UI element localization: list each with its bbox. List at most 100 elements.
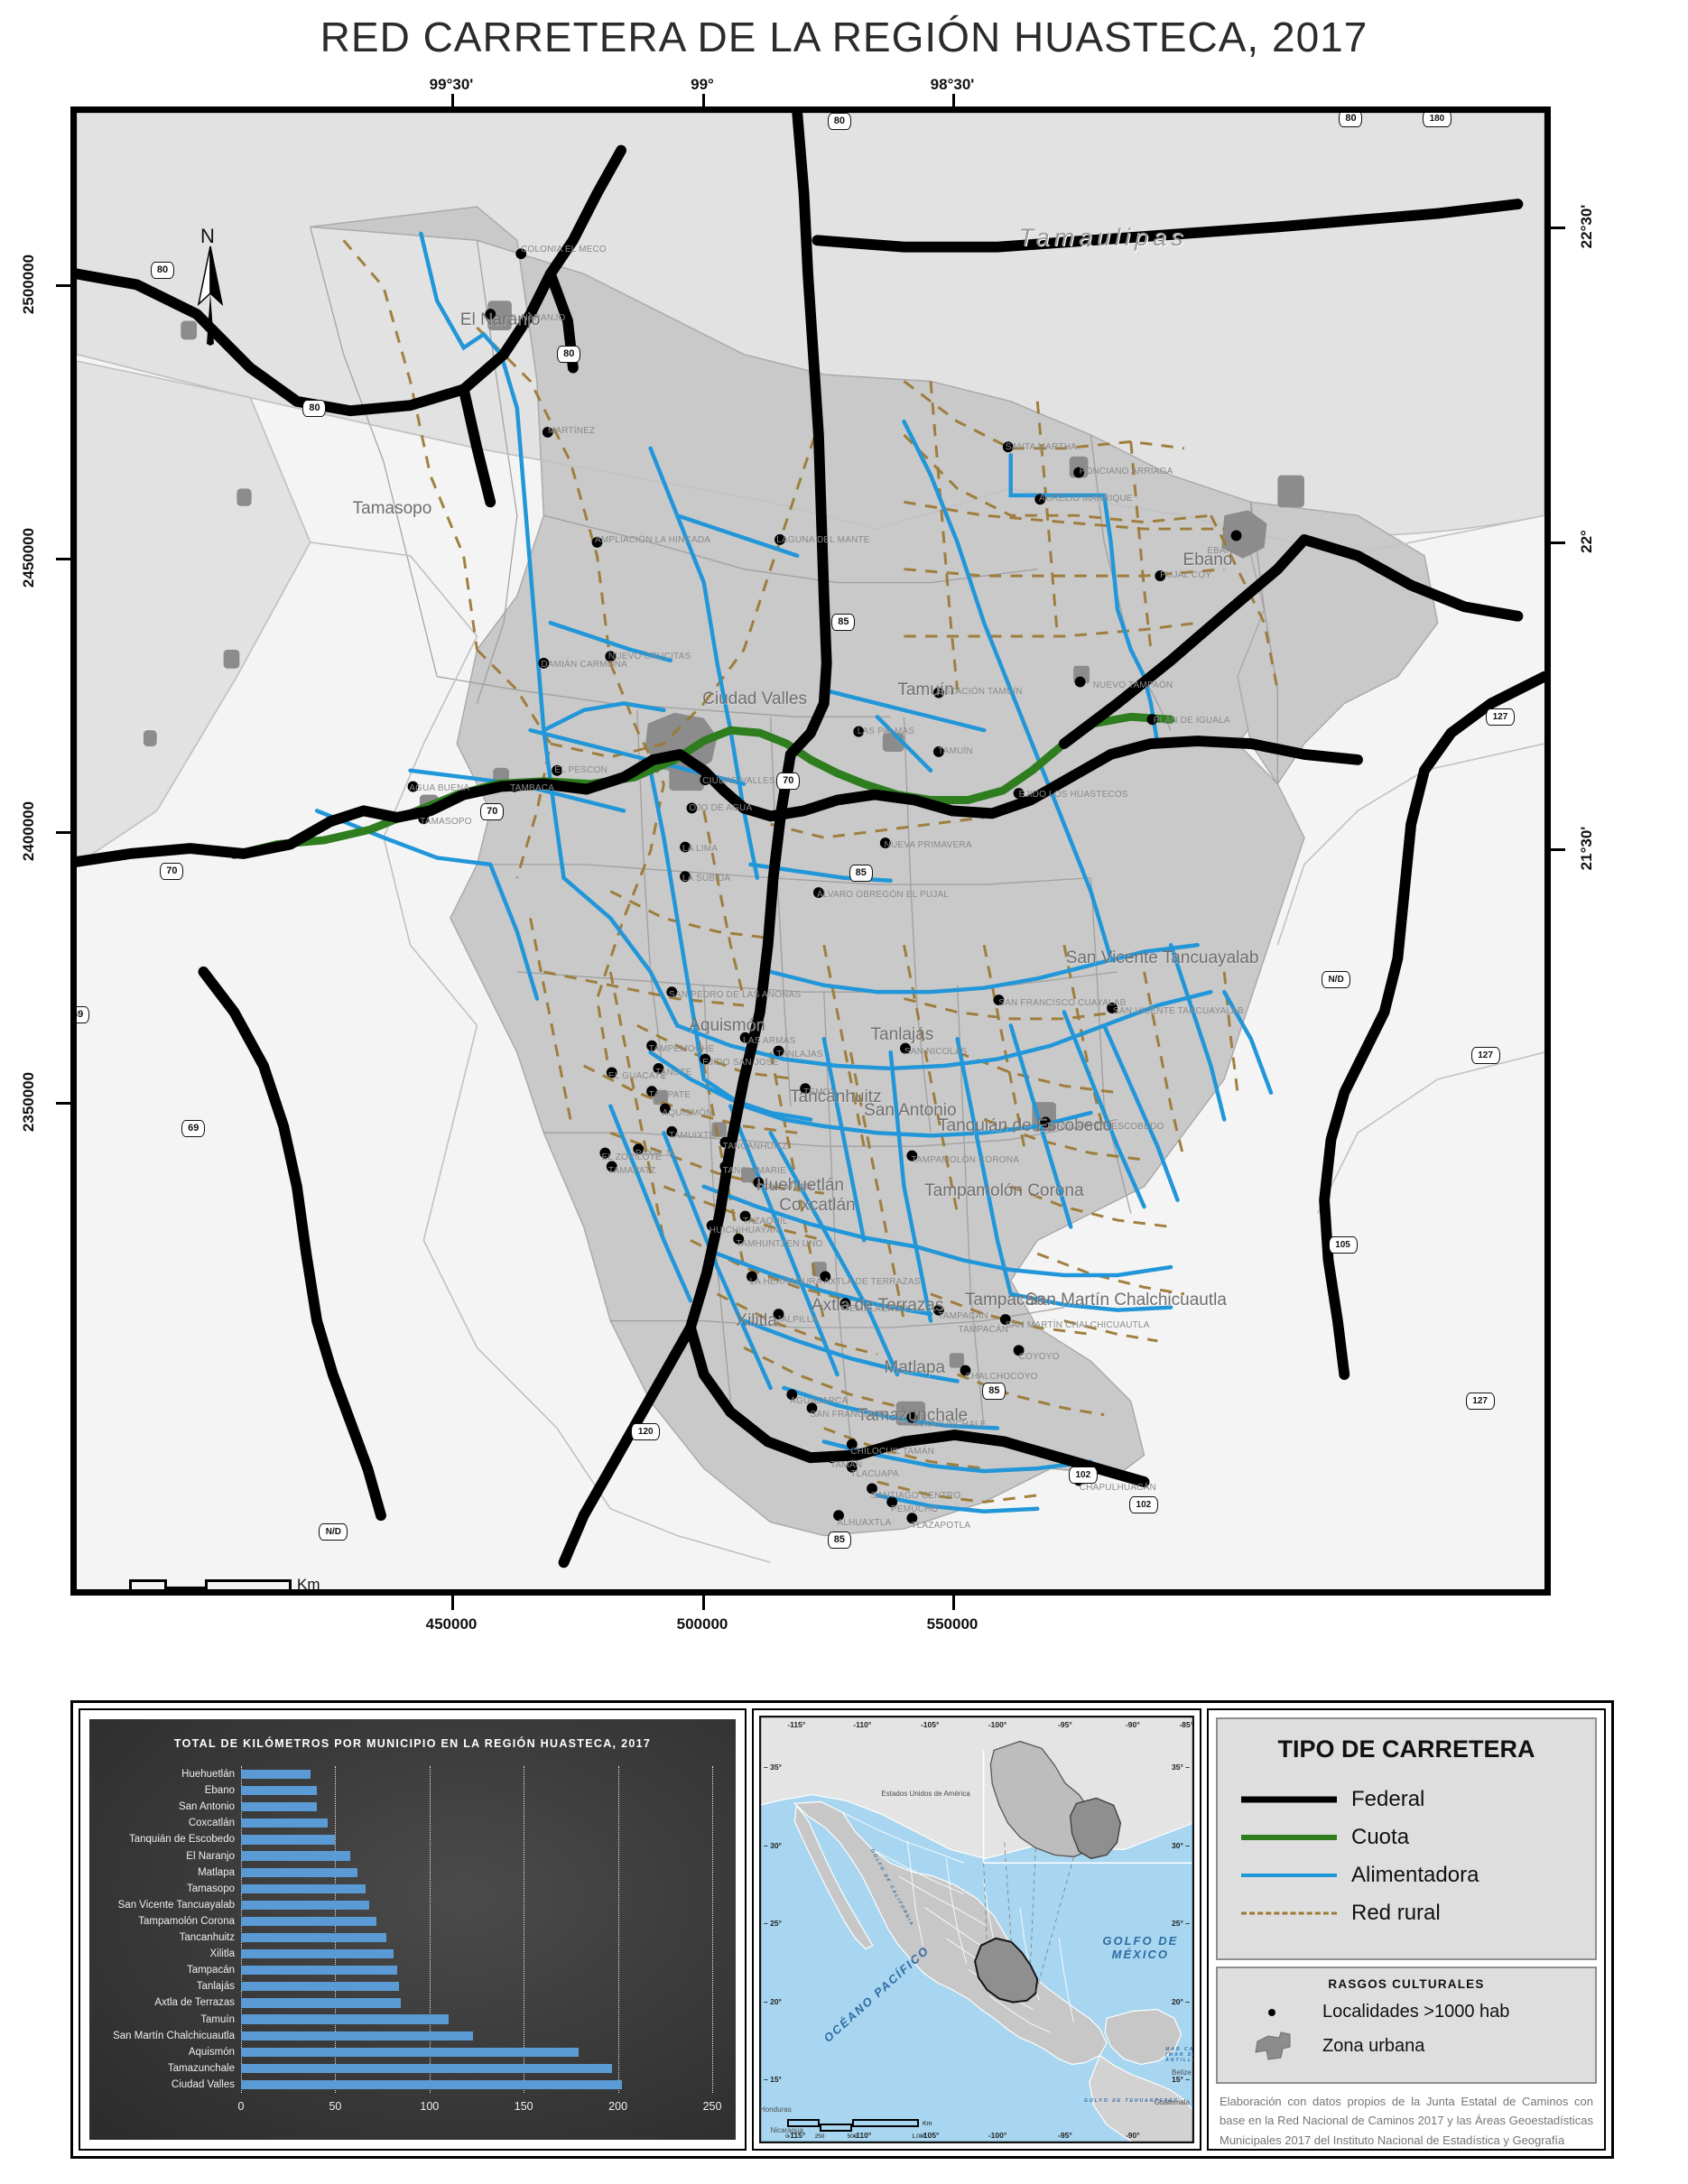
route-shield: 85 [849,864,873,882]
legend-label: Federal [1351,1787,1425,1811]
axis-label-left: 2500000 [20,254,37,315]
chart-bar-row[interactable]: Huehuetlán [181,1769,712,1780]
chart-bar[interactable] [241,1966,398,1976]
map-canvas [77,113,1544,1589]
axis-tick [56,1102,70,1105]
chart-bar[interactable] [241,2031,473,2041]
locator-inset-map[interactable]: Estados Unidos de América Guatemala Belize… [752,1708,1201,2151]
chart-category-label: Coxcatlán [188,1818,235,1829]
chart-bar[interactable] [241,2014,449,2024]
route-shield: 70 [480,803,505,820]
chart-bar[interactable] [241,1835,336,1845]
chart-category-label: Tancanhuitz [179,1932,235,1944]
locality-label: JALPILLA [776,1315,819,1325]
legend-label: Zona urbana [1322,2035,1425,2056]
chart-category-label: San Vicente Tancuayalab [117,1899,235,1911]
locality-label: TEMOY [803,1087,837,1097]
chart-bar[interactable] [241,1916,377,1926]
chart-bar[interactable] [241,1932,386,1943]
route-shield: 127 [1470,1047,1500,1064]
chart-bar[interactable] [241,2063,613,2073]
chart-bar[interactable] [241,1818,329,1828]
route-shield: N/D [1322,971,1351,988]
chart-plot-area: 0 50 100 150 200 250 Huehuetlán Ebano San Antoni… [113,1766,721,2113]
chart-bar-row[interactable]: Xilitla [210,1948,712,1959]
chart-bar[interactable] [241,1851,351,1861]
chart-bar[interactable] [241,1998,402,2008]
chart-bar[interactable] [241,1900,369,1910]
chart-bar-row[interactable]: El Naranjo [186,1851,712,1862]
locality-label: TANUTE [655,1067,692,1078]
chart-bar-row[interactable]: Tamuín [200,2014,712,2025]
chart-bar-row[interactable]: Matlapa [198,1867,712,1878]
chart-bar-row[interactable]: San Martín Chalchicuautla [113,2031,712,2041]
locality-label: TAMPACÁN [938,1310,988,1321]
locality-label: EJIDO LOS HUASTECOS [1018,790,1128,800]
chart-category-label: Tamazunchale [167,2062,235,2074]
inset-axis-right: 25° – [1172,1919,1190,1929]
chart-bar[interactable] [241,1802,317,1812]
inset-sea-label: GOLFO DE TEHUANTEPEC [1084,2097,1180,2104]
chart-bar[interactable] [241,1867,358,1877]
chart-bar-row[interactable]: Tamazunchale [168,2063,712,2074]
chart-bar-row[interactable]: Tancanhuitz [180,1932,712,1943]
locality-label: ÁLVARO OBREGÓN EL PUJAL [817,890,950,900]
route-shield: 80 [557,346,581,363]
chart-bar-row[interactable]: San Vicente Tancuayalab [118,1900,712,1911]
locality-label: LAS PALMAS [857,726,915,736]
chart-bar-row[interactable]: Tampamolón Corona [138,1916,712,1927]
chart-bar[interactable] [241,2047,579,2057]
urban-zone-icon [1229,2031,1315,2061]
locality-label: EL GUACATE [607,1071,667,1081]
municipality-label: Tanquián de Escobedo [938,1115,1113,1135]
chart-bar-row[interactable]: Aquismón [189,2047,712,2058]
locality-label: PEMUCHO [891,1504,939,1514]
chart-x-tick: 200 [608,2100,628,2113]
chart-category-label: Axtla de Terrazas [154,1997,235,2009]
inset-sea-label: GOLFO DE MÉXICO [1102,1933,1179,1961]
chart-gridline [617,1766,619,2093]
chart-bar-row[interactable]: Tampacán [187,1965,712,1976]
chart-bar-row[interactable]: San Antonio [179,1801,712,1812]
locality-label: AXTLA DE TERRAZAS [823,1277,921,1287]
locality-label: NUEVA PRIMAVERA [884,839,972,850]
chart-bar-row[interactable]: Axtla de Terrazas [154,1997,712,2008]
chart-bar[interactable] [241,1786,317,1796]
locality-label: LAGUNA DEL MANTE [776,535,870,545]
locality-label: SAN PEDRO DE LAS ANONAS [669,990,802,1000]
route-shield: N/D [319,1523,348,1541]
locality-dot-icon [1229,2008,1315,2016]
chart-bar[interactable] [241,1883,366,1893]
axis-tick [56,558,70,560]
municipality-label: Ciudad Valles [702,689,808,708]
axis-label-top: 98°30' [930,76,975,93]
north-arrow-icon: N [183,225,237,347]
chart-bar[interactable] [241,1949,394,1959]
locality-label: EL NARANJO [507,313,566,323]
inset-axis-bottom: -105° [920,2131,940,2140]
chart-category-label: El Naranjo [186,1850,235,1862]
axis-label-top: 99°30' [429,76,474,93]
chart-bar-row[interactable]: Tamasopo [187,1883,712,1894]
inset-scale-number: 500 [847,2133,858,2140]
legend-label: Cuota [1351,1825,1410,1849]
route-shield: 180 [1422,113,1451,127]
chart-bar[interactable] [241,1769,311,1780]
chart-bar-row[interactable]: Coxcatlán [189,1818,712,1828]
inset-place-label: Estados Unidos de América [881,1789,970,1798]
inset-axis-top: -115° [787,1720,806,1729]
kilometers-bar-chart[interactable]: TOTAL DE KILÓMETROS POR MUNICIPIO EN LA … [79,1708,747,2151]
locality-label: PLAN DE IGUALA [1153,715,1230,726]
chart-bar-row[interactable]: Tanlajás [197,1981,712,1992]
chart-bar-row[interactable]: Ebano [205,1785,712,1796]
locality-label: TEMALACACO [843,1304,908,1314]
chart-bar-row[interactable]: Tanquián de Escobedo [129,1834,712,1845]
chart-bar-row[interactable]: Ciudad Valles [172,2079,712,2090]
locality-label: TAMBACA [510,782,555,793]
route-shield: 127 [1485,708,1515,726]
main-map[interactable]: N Km 051020 TamaulipasVeracruzGuanajuato… [70,106,1551,1596]
chart-bar[interactable] [241,2079,622,2089]
locality-label: SAN FRANCISCO CUAYALAB [998,998,1127,1008]
route-shield: 69 [77,1006,90,1023]
chart-bar[interactable] [241,1982,400,1992]
